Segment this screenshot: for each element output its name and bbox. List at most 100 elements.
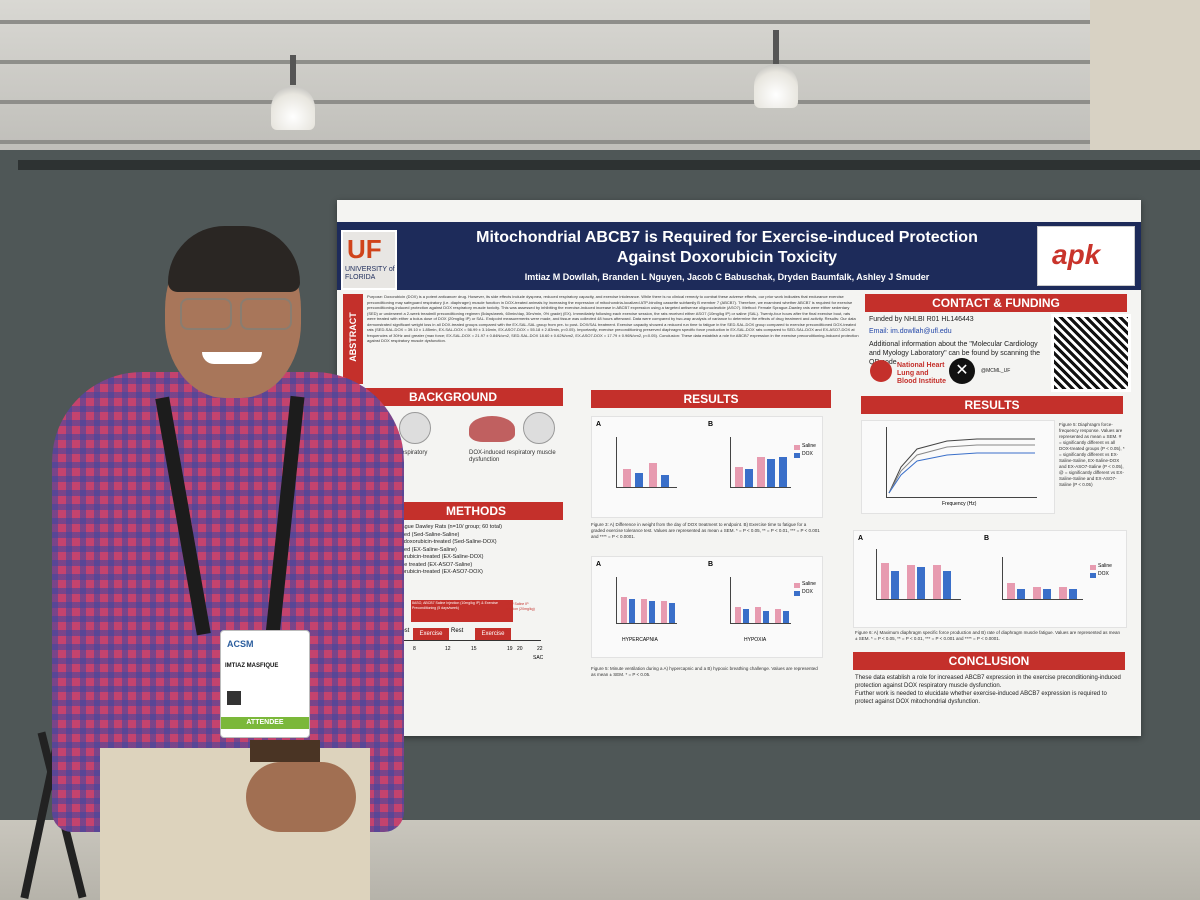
bar <box>735 607 741 623</box>
bar <box>775 609 781 623</box>
email-line: Email: im.dowllah@ufl.edu <box>869 328 952 335</box>
bar <box>943 571 951 599</box>
bar <box>649 463 657 487</box>
figure3-caption: Figure 3: A) Difference in weight from t… <box>591 522 820 539</box>
panel-label: A <box>858 535 864 542</box>
methods-header: METHODS <box>389 502 563 520</box>
legend-saline: Saline <box>802 581 816 587</box>
figure-ff-caption: Figure 5: Diaphragm force-frequency resp… <box>1059 422 1125 487</box>
apk-logo: apk <box>1037 226 1135 286</box>
figure-force-frequency: Frequency (Hz) <box>861 420 1055 514</box>
bar <box>755 607 761 623</box>
conclusion-line: These data establish a role for increase… <box>855 675 1121 689</box>
panel-label: B <box>708 421 714 428</box>
timeline-axis <box>401 640 541 641</box>
bar <box>735 467 743 487</box>
legend-saline-swatch <box>794 445 800 450</box>
lamp-cord <box>773 30 779 64</box>
presenter-hands <box>246 762 356 832</box>
legend-saline-swatch <box>794 583 800 588</box>
legend-dox-swatch <box>794 453 800 458</box>
conclusion-line: Further work is needed to elucidate whet… <box>855 691 1107 705</box>
timeline-tick: 19 <box>507 646 513 652</box>
bar <box>629 599 635 623</box>
results-right-header: RESULTS <box>861 396 1123 414</box>
bar <box>757 457 765 487</box>
nhlbi-logo-icon <box>870 360 892 382</box>
research-poster: UF UNIVERSITY of FLORIDA apk Mitochondri… <box>337 200 1141 736</box>
hypercapnia-label: HYPERCAPNIA <box>622 637 658 643</box>
presenter-hair <box>168 226 300 292</box>
attendee-badge: ACSM IMTIAZ MASFIQUE ATTENDEE <box>220 630 310 738</box>
presenter-smile <box>202 352 262 364</box>
poster-title-line2: Against Doxorubicin Toxicity <box>616 249 838 266</box>
bar <box>661 601 667 623</box>
methods-line: and doxorubicin-treated (Sed-Saline-DOX) <box>393 539 497 545</box>
panel-label: B <box>984 535 990 542</box>
methods-list: Sprague Dawley Rats (n=10/ group; 60 tot… <box>393 524 563 577</box>
bar <box>779 457 787 487</box>
background-caption: DOX-induced respiratory muscle dysfuncti… <box>469 450 556 463</box>
funding-line: Funded by NHLBI R01 HL146443 <box>869 316 974 323</box>
background-header: BACKGROUND <box>343 388 563 406</box>
badge-role: ATTENDEE <box>221 717 309 729</box>
truss <box>0 100 1100 104</box>
x-handle: @MCML_UF <box>981 368 1011 374</box>
bar <box>881 563 889 599</box>
weight-change-plot <box>616 437 677 488</box>
bar <box>1017 589 1025 599</box>
poster-title-line1: Mitochondrial ABCB7 is Required for Exer… <box>476 229 978 246</box>
legend-dox: DOX <box>802 589 813 595</box>
results-center-header: RESULTS <box>591 390 831 408</box>
bar <box>1059 587 1067 599</box>
qr-code-icon <box>1051 314 1131 392</box>
abstract-label: ABSTRACT <box>348 312 358 362</box>
apk-logo-text: apk <box>1052 239 1101 270</box>
poster-title: Mitochondrial ABCB7 is Required for Exer… <box>417 228 1037 268</box>
ceiling <box>0 0 1200 165</box>
conclusion-header: CONCLUSION <box>853 652 1125 670</box>
uf-logo: UF UNIVERSITY of FLORIDA <box>341 230 397 290</box>
x-logo-icon: ✕ <box>949 358 975 384</box>
legend-saline-swatch <box>1090 565 1096 570</box>
timeline-tick: 20 <box>517 646 523 652</box>
legend-saline: Saline <box>802 443 816 449</box>
timeline-exercise-1: Exercise <box>413 628 449 640</box>
mitochondria-icon <box>523 412 555 444</box>
bar <box>641 599 647 623</box>
bar <box>933 565 941 599</box>
force-frequency-plot <box>886 427 1037 498</box>
bar <box>907 565 915 599</box>
timeline-rest: Rest <box>451 628 464 634</box>
legend-saline: Saline <box>1098 563 1112 569</box>
pillar <box>1090 0 1200 160</box>
abstract-tab: ABSTRACT <box>343 294 363 384</box>
abstract-text: Purpose: Doxorubicin (DOX) is a potent a… <box>367 294 859 343</box>
legend-dox-swatch <box>1090 573 1096 578</box>
bar <box>745 469 753 487</box>
diaphragm-icon <box>469 416 515 442</box>
nhlbi-logo: National Heart Lung and Blood Institute <box>897 362 946 385</box>
hypercapnia-plot <box>616 577 677 624</box>
truss <box>0 60 1100 64</box>
methods-line: Sprague Dawley Rats (n=10/ group; 60 tot… <box>393 524 502 530</box>
glasses-icon <box>180 298 292 330</box>
figure-max-force-fatigue: A B Saline DOX <box>853 530 1127 628</box>
panel-label: A <box>596 561 602 568</box>
frequency-axis-label: Frequency (Hz) <box>942 501 977 507</box>
badge-qr-icon <box>227 691 241 705</box>
conclusion-list: These data establish a role for increase… <box>855 674 1125 706</box>
bar <box>661 475 669 487</box>
hypoxia-label: HYPOXIA <box>744 637 767 643</box>
timeline-tick: 12 <box>445 646 451 652</box>
figure-weight-exercise: A B Saline DOX <box>591 416 823 518</box>
bar <box>623 469 631 487</box>
bar <box>917 567 925 599</box>
methods-line: saline treated (EX-ASO7-Saline) <box>393 561 473 568</box>
truss <box>0 140 1100 144</box>
lamp-cord <box>290 55 296 85</box>
ceiling-lamp <box>271 86 315 130</box>
ceiling-lamp <box>754 64 798 108</box>
bar <box>1033 587 1041 599</box>
timeline-dox-box: DOX/ Saline IP Injection (20mg/kg) <box>505 602 535 611</box>
